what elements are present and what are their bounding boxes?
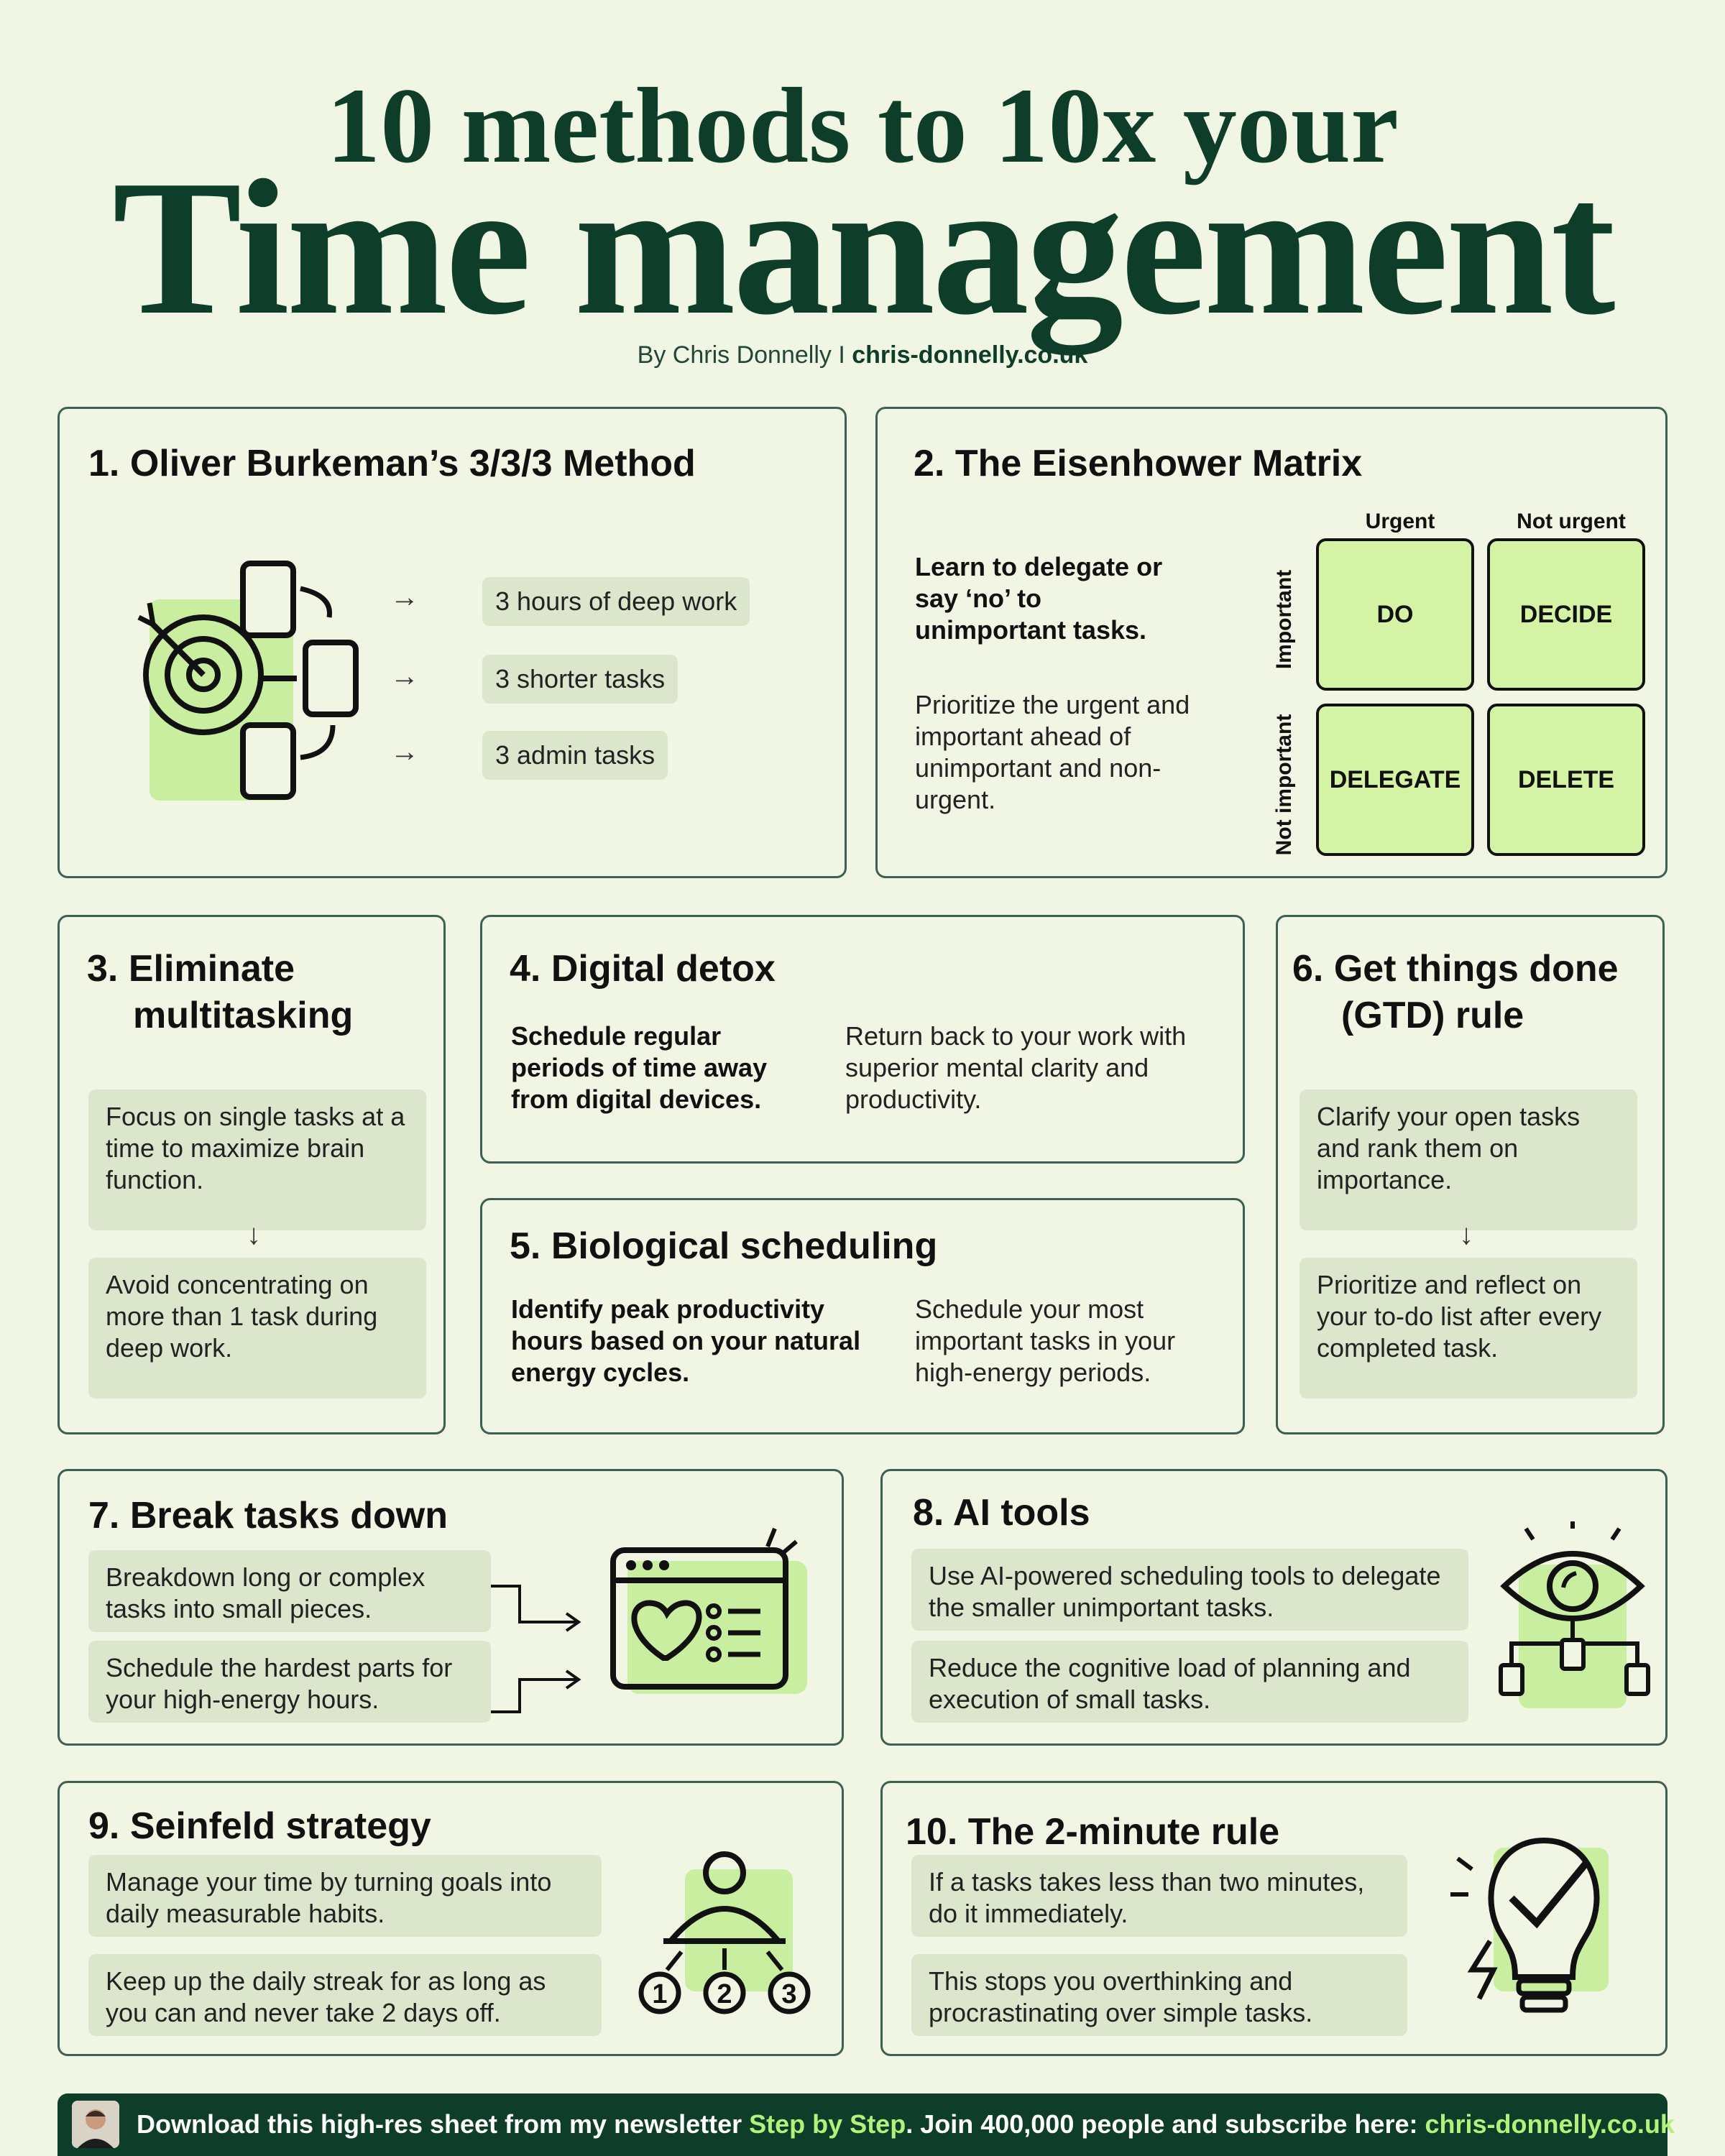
tip-pill: Breakdown long or complex tasks into sma… [88, 1550, 491, 1632]
method-item: 3 hours of deep work [482, 577, 750, 626]
card-title: 9. Seinfeld strategy [88, 1805, 431, 1847]
footer-banner: Download this high-res sheet from my new… [58, 2093, 1675, 2156]
card-digital-detox: 4. Digital detox Schedule regular period… [480, 915, 1245, 1164]
tip-pill: If a tasks takes less than two minutes, … [911, 1855, 1407, 1937]
card-eisenhower: 2. The Eisenhower Matrix Learn to delega… [875, 407, 1668, 878]
step-number: 3 [781, 1979, 796, 2009]
tip-pill: Avoid concentrating on more than 1 task … [88, 1258, 426, 1399]
tip-pill: Schedule the hardest parts for your high… [88, 1641, 491, 1723]
target-documents-icon [137, 561, 359, 801]
matrix-cell-decide: DECIDE [1487, 538, 1645, 691]
down-arrow-icon: ↓ [1459, 1219, 1473, 1250]
card-title: 5. Biological scheduling [510, 1225, 938, 1267]
connector-arrows [491, 1585, 581, 1713]
arrow-icon: → [390, 581, 419, 613]
card-title: 3. Eliminate [87, 948, 295, 990]
card-text: Schedule your most important tasks in yo… [915, 1294, 1176, 1387]
method-item: 3 admin tasks [482, 731, 668, 780]
ai-eye-icon [1499, 1521, 1650, 1708]
down-arrow-icon: ↓ [247, 1219, 261, 1250]
card-biological-scheduling: 5. Biological scheduling Identify peak p… [480, 1198, 1245, 1434]
matrix-cell-delegate: DELEGATE [1316, 704, 1474, 856]
matrix-row-header: Not important [1272, 714, 1296, 856]
card-eliminate-multitasking: 3. Eliminate multitasking Focus on singl… [58, 915, 446, 1434]
card-bold-text: Schedule regular periods of time away fr… [511, 1021, 768, 1114]
card-title: multitasking [133, 995, 354, 1036]
card-title: 10. The 2-minute rule [906, 1811, 1280, 1853]
card-title: 6. Get things done [1292, 948, 1619, 990]
tip-pill: Manage your time by turning goals into d… [88, 1855, 602, 1937]
browser-heart-icon [610, 1527, 807, 1694]
footer-text: Download this high-res sheet from my new… [137, 2109, 1675, 2139]
footer-text-part: Download this high-res sheet from my new… [137, 2109, 750, 2139]
card-title: 4. Digital detox [510, 948, 776, 990]
card-two-minute-rule: 10. The 2-minute rule If a tasks takes l… [880, 1781, 1668, 2056]
arrow-icon: → [390, 736, 419, 768]
tip-pill: Clarify your open tasks and rank them on… [1300, 1089, 1637, 1230]
card-title: 1. Oliver Burkeman’s 3/3/3 Method [88, 443, 696, 484]
step-number: 2 [717, 1979, 732, 2009]
tip-pill: Focus on single tasks at a time to maxim… [88, 1089, 426, 1230]
title-top: 10 methods to 10x your [326, 66, 1399, 185]
card-text: Prioritize the urgent and important ahea… [915, 690, 1190, 814]
person-steps-icon: 1 2 3 [638, 1851, 811, 2014]
method-item: 3 shorter tasks [482, 655, 678, 704]
tip-pill: Reduce the cognitive load of planning an… [911, 1641, 1468, 1723]
card-break-tasks-down: 7. Break tasks down Breakdown long or co… [58, 1469, 844, 1746]
avatar [72, 2101, 119, 2148]
subscribe-link[interactable]: chris-donnelly.co.uk [1425, 2109, 1675, 2139]
card-bold-text: Learn to delegate or say ‘no’ to unimpor… [915, 552, 1163, 645]
byline-site-link[interactable]: chris-donnelly.co.uk [852, 341, 1088, 369]
tip-pill: Use AI-powered scheduling tools to deleg… [911, 1549, 1468, 1631]
newsletter-link[interactable]: Step by Step [749, 2109, 906, 2139]
lightbulb-check-icon [1450, 1837, 1609, 2013]
card-seinfeld-strategy: 9. Seinfeld strategy Manage your time by… [58, 1781, 844, 2056]
card-gtd-rule: 6. Get things done (GTD) rule Clarify yo… [1276, 915, 1665, 1434]
card-ai-tools: 8. AI tools Use AI-powered scheduling to… [880, 1469, 1668, 1746]
card-title: 2. The Eisenhower Matrix [914, 443, 1363, 484]
tip-pill: Prioritize and reflect on your to-do lis… [1300, 1258, 1637, 1399]
byline-author: By Chris Donnelly I [637, 341, 852, 369]
tip-pill: Keep up the daily streak for as long as … [88, 1954, 602, 2036]
card-title: (GTD) rule [1341, 995, 1524, 1036]
byline: By Chris Donnelly I chris-donnelly.co.uk [0, 341, 1725, 369]
step-number: 1 [652, 1979, 667, 2009]
card-title: 8. AI tools [913, 1492, 1090, 1534]
matrix-cell-do: DO [1316, 538, 1474, 691]
footer-text-part: . Join 400,000 people and subscribe here… [906, 2109, 1425, 2139]
arrow-icon: → [390, 660, 419, 692]
tip-pill: This stops you overthinking and procrast… [911, 1954, 1407, 2036]
matrix-cell-delete: DELETE [1487, 704, 1645, 856]
matrix-col-header: Not urgent [1517, 510, 1626, 533]
card-333-method: 1. Oliver Burkeman’s 3/3/3 Method → → → … [58, 407, 847, 878]
card-text: Return back to your work with superior m… [845, 1021, 1187, 1114]
page-title: Time management [112, 140, 1615, 355]
matrix-row-header: Important [1272, 569, 1296, 670]
card-bold-text: Identify peak productivity hours based o… [511, 1294, 861, 1387]
card-title: 7. Break tasks down [88, 1495, 448, 1537]
matrix-col-header: Urgent [1365, 510, 1435, 533]
